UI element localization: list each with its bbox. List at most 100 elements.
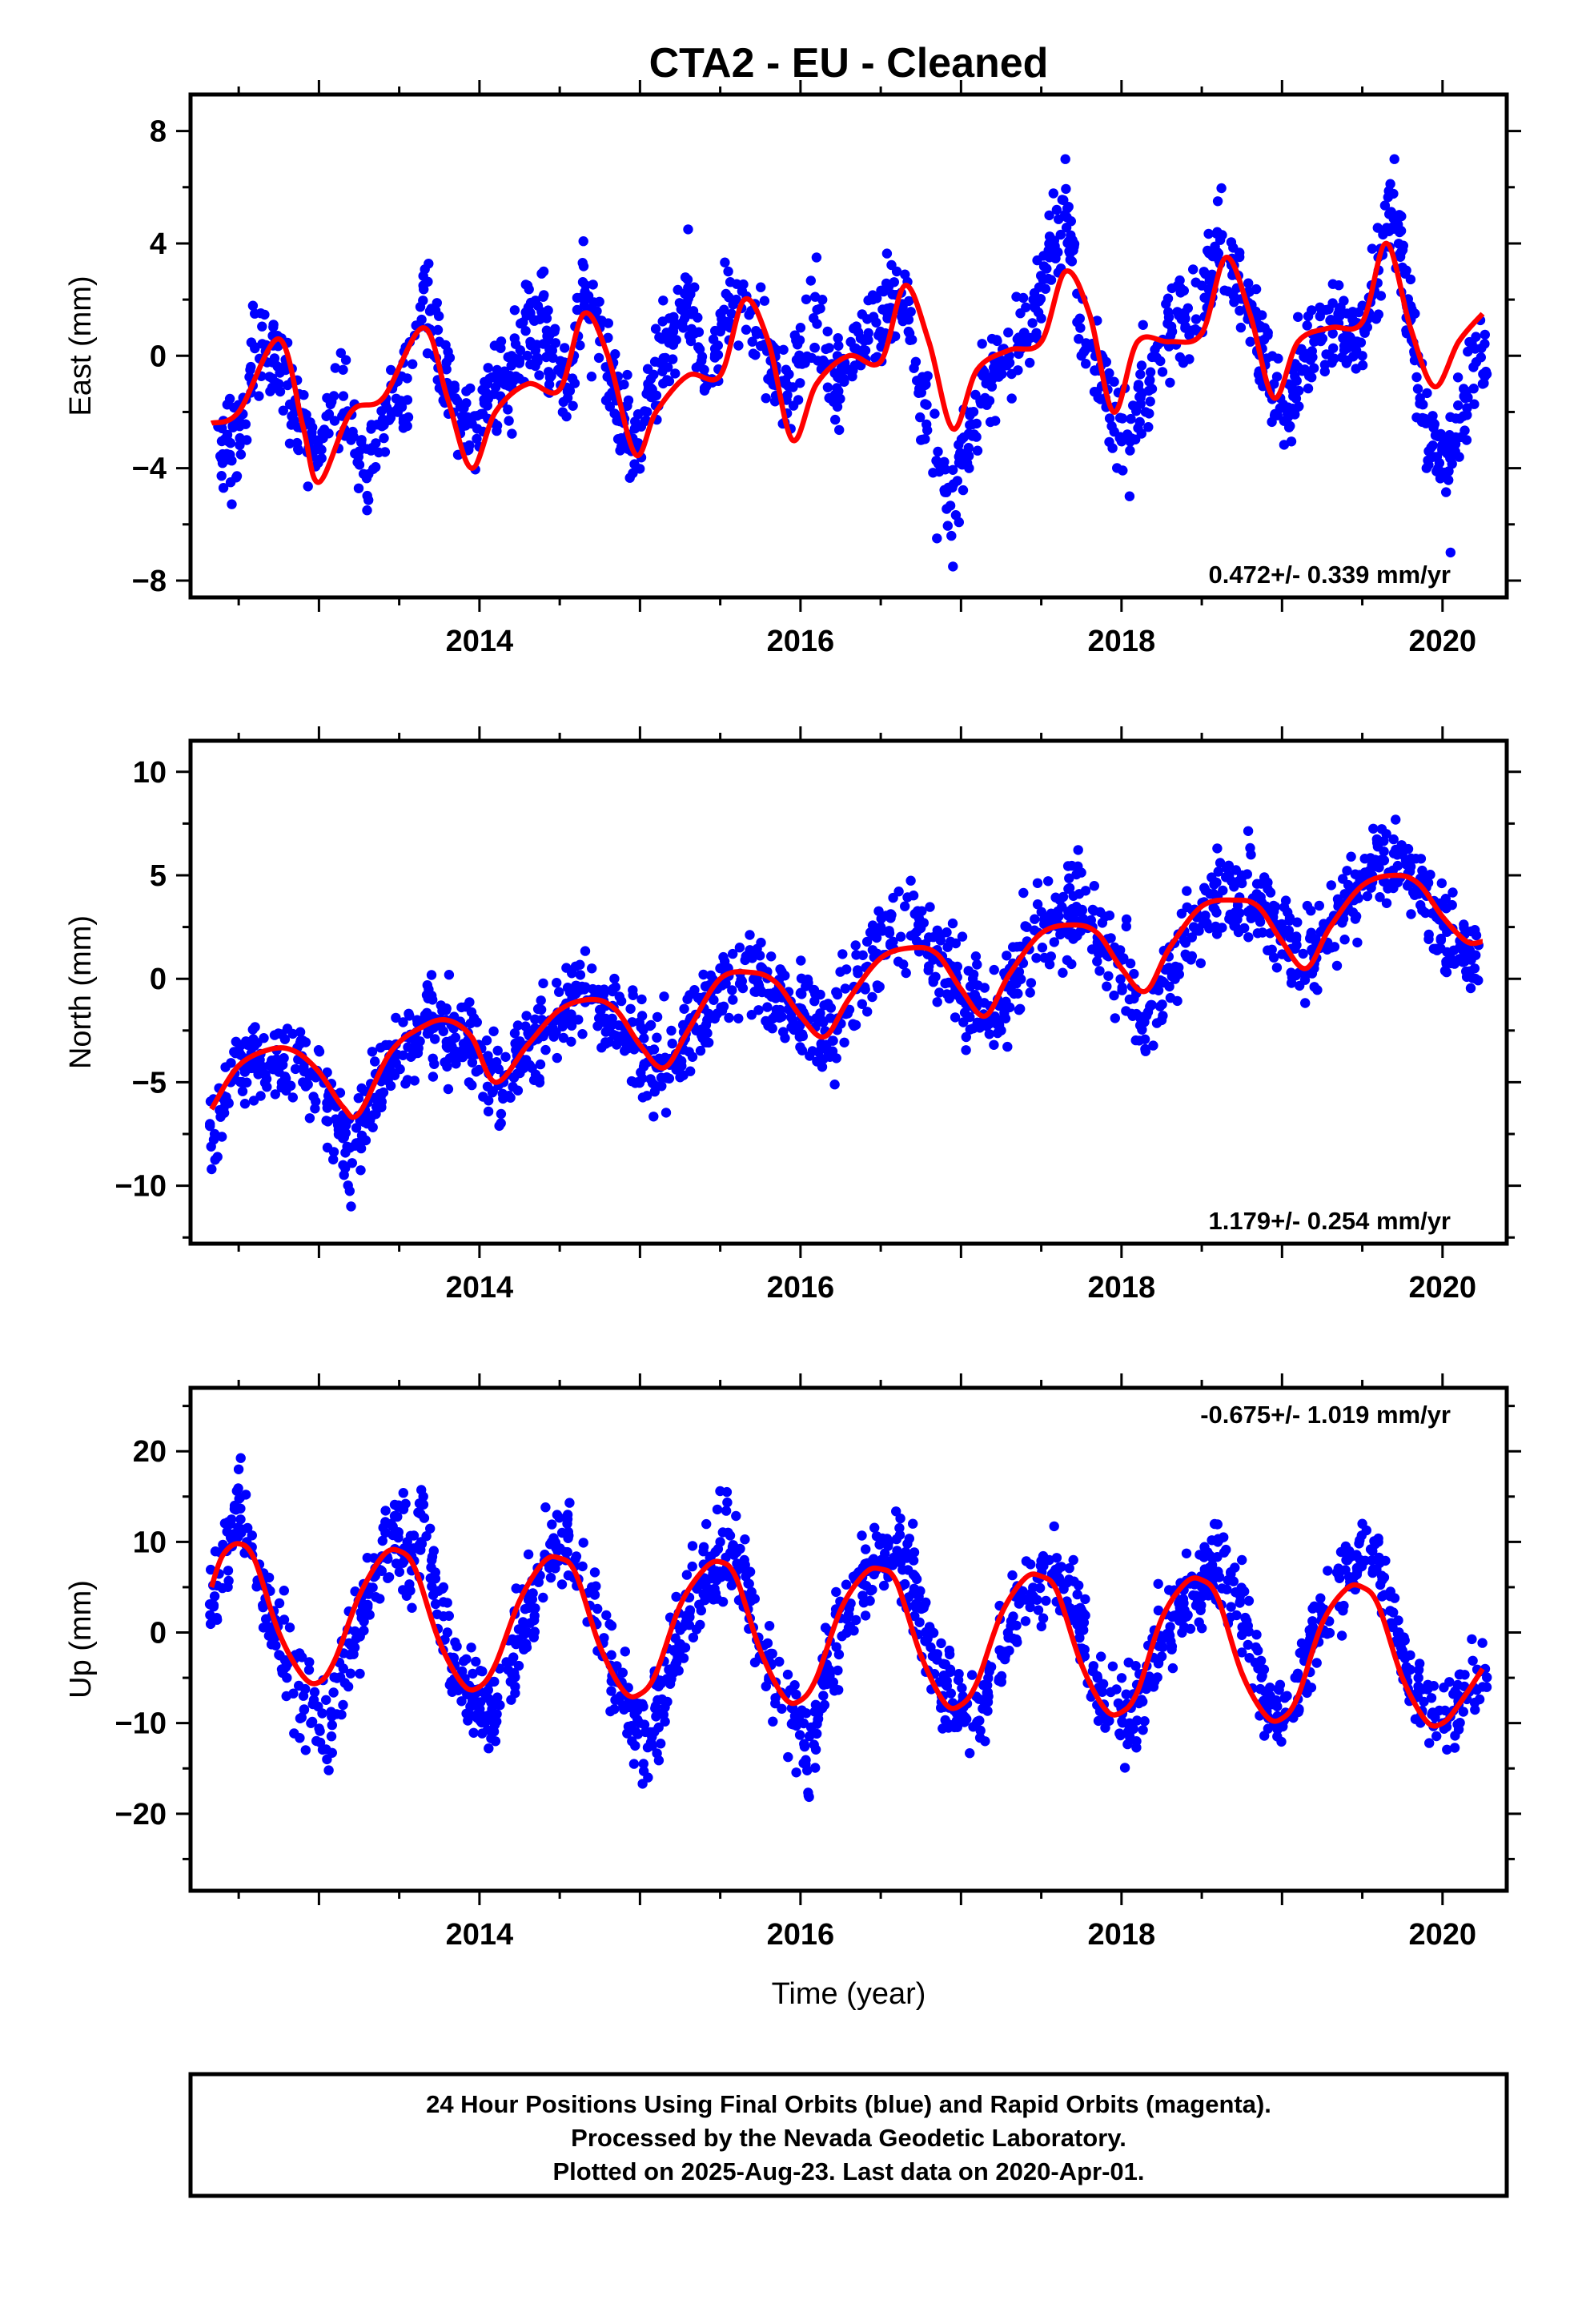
data-point <box>811 252 822 263</box>
data-point <box>235 1514 246 1525</box>
data-point <box>524 1059 535 1071</box>
data-point <box>266 1058 276 1068</box>
data-point <box>857 950 868 961</box>
data-point <box>295 1713 306 1723</box>
data-point <box>620 1647 630 1657</box>
data-point <box>701 981 711 992</box>
data-point <box>1158 977 1170 988</box>
data-point <box>834 424 845 436</box>
data-point <box>225 477 236 488</box>
data-point <box>1121 1689 1131 1699</box>
data-point <box>1295 980 1305 991</box>
data-point <box>1237 1647 1247 1658</box>
data-point <box>1007 1570 1018 1581</box>
data-point <box>506 360 516 371</box>
data-point <box>350 1626 360 1637</box>
data-point <box>961 1045 971 1055</box>
data-point <box>1393 239 1404 249</box>
data-point <box>376 406 387 416</box>
data-point <box>1156 1632 1167 1642</box>
data-point <box>383 1076 393 1086</box>
data-point <box>1117 982 1127 993</box>
data-point <box>709 995 719 1006</box>
data-point <box>1452 372 1464 383</box>
data-point <box>815 989 825 1000</box>
data-point <box>1219 1547 1230 1558</box>
data-point <box>606 1650 616 1660</box>
data-point <box>647 1740 657 1751</box>
data-point <box>778 1027 789 1037</box>
data-point <box>622 1728 632 1739</box>
data-point <box>472 433 482 444</box>
data-point <box>1115 1730 1126 1741</box>
data-point <box>1205 889 1215 899</box>
data-point <box>628 990 638 1001</box>
data-point <box>307 1699 318 1710</box>
data-point <box>734 979 745 989</box>
data-point <box>1309 982 1319 992</box>
data-point <box>1454 954 1465 964</box>
data-point <box>691 1025 701 1036</box>
data-point <box>471 1656 481 1667</box>
data-point <box>290 1063 301 1075</box>
data-point <box>1235 322 1247 333</box>
data-point <box>920 399 930 409</box>
data-point <box>371 438 381 448</box>
data-point <box>761 393 771 404</box>
data-point <box>1293 312 1303 322</box>
data-point <box>1188 264 1199 275</box>
data-point <box>530 359 540 370</box>
data-point <box>971 418 982 429</box>
data-point <box>360 1135 371 1146</box>
data-point <box>986 381 998 392</box>
data-point <box>418 280 428 291</box>
x-tick-label: 2014 <box>446 1271 514 1305</box>
data-point <box>720 257 730 267</box>
data-point <box>1165 377 1175 388</box>
data-point <box>550 338 561 348</box>
data-point <box>1148 1040 1158 1051</box>
data-point <box>958 1017 969 1027</box>
data-point <box>402 1537 412 1547</box>
data-point <box>626 1076 637 1087</box>
data-point <box>1072 1589 1082 1600</box>
data-point <box>1165 992 1176 1003</box>
data-point <box>1307 305 1317 316</box>
data-point <box>1100 911 1110 922</box>
data-point <box>837 949 848 959</box>
data-point <box>1153 1578 1163 1590</box>
data-point <box>427 1555 437 1566</box>
data-point <box>930 408 940 419</box>
data-point <box>891 1534 902 1545</box>
data-point <box>1422 388 1432 399</box>
data-point <box>1272 1701 1283 1712</box>
data-point <box>789 1680 800 1691</box>
data-point <box>616 441 627 452</box>
data-point <box>728 948 738 959</box>
data-point <box>1009 1634 1020 1645</box>
data-point <box>1468 384 1479 394</box>
data-point <box>718 1001 729 1012</box>
data-point <box>916 435 926 445</box>
data-point <box>380 1527 391 1538</box>
data-point <box>1427 417 1439 428</box>
data-point <box>278 405 288 416</box>
data-point <box>686 324 697 334</box>
data-point <box>762 1638 773 1649</box>
data-point <box>359 1625 369 1636</box>
data-point <box>1439 1705 1451 1716</box>
data-point <box>650 324 661 334</box>
data-point <box>242 1077 252 1088</box>
data-point <box>791 1767 801 1778</box>
data-point <box>1060 154 1070 164</box>
data-point <box>946 530 957 541</box>
data-point <box>1033 1605 1044 1615</box>
data-point <box>444 970 455 980</box>
data-point <box>274 1598 285 1609</box>
data-point <box>566 1036 576 1047</box>
data-point <box>1428 943 1439 955</box>
x-tick-label: 2016 <box>767 1271 835 1305</box>
data-point <box>1307 944 1317 955</box>
data-point <box>1174 962 1184 973</box>
data-point <box>701 1027 712 1038</box>
